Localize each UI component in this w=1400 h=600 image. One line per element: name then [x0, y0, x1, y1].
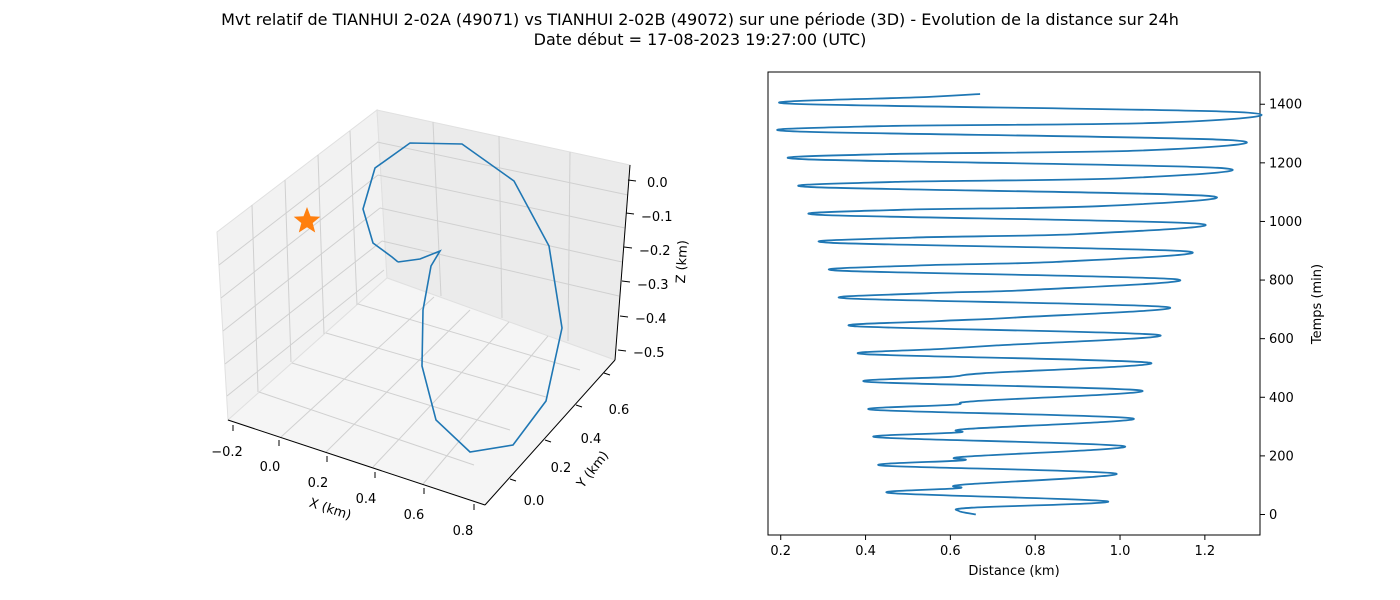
plot-frame: [767, 71, 1261, 536]
star-marker: [293, 207, 321, 233]
y-axis-label-3d: Y (km): [574, 449, 613, 492]
x-tick-label-3d: −0.2: [211, 445, 243, 460]
y-tick-label-3d: 0.0: [524, 494, 545, 509]
plot-3d: −0.2 0.0 0.2 0.4 0.6 0.8 X (km) 0.0 0.2 …: [211, 109, 691, 539]
axes-3d: [227, 164, 631, 506]
y-ticks-2d: 0 200 400 600 800 1000 1200 1400: [1260, 98, 1302, 523]
y-tick-label: 800: [1269, 274, 1294, 289]
z-axis-label-3d: Z (km): [674, 240, 691, 284]
y-tick-label: 200: [1269, 449, 1294, 464]
y-tick-label: 1200: [1269, 156, 1302, 171]
x-tick-label: 1.2: [1195, 544, 1216, 559]
x-ticks-3d: [232, 425, 475, 510]
x-tick-label-3d: 0.0: [260, 460, 281, 475]
z-tick-label-3d: −0.2: [639, 244, 671, 259]
z-tick-label-3d: −0.1: [641, 210, 673, 225]
y-tick-label: 600: [1269, 332, 1294, 347]
y-tick-label: 400: [1269, 391, 1294, 406]
z-tick-label-3d: 0.0: [647, 176, 668, 191]
x-tick-label-3d: 0.8: [453, 524, 474, 539]
trajectory-line: [362, 142, 563, 453]
chart-title: Mvt relatif de TIANHUI 2-02A (49071) vs …: [221, 10, 1179, 29]
y-tick-label: 1000: [1269, 215, 1302, 230]
x-tick-label-3d: 0.6: [404, 508, 425, 523]
y-tick-label-3d: 0.4: [581, 432, 602, 447]
y-tick-label: 0: [1269, 508, 1277, 523]
x-tick-label: 0.8: [1025, 544, 1046, 559]
grid-3d: [218, 121, 629, 485]
y-ticks-3d: [509, 372, 611, 482]
z-tick-label-3d: −0.4: [635, 312, 667, 327]
y-tick-label: 1400: [1269, 98, 1302, 113]
z-tick-label-3d: −0.5: [633, 346, 665, 361]
y-axis-label-2d: Temps (min): [1310, 264, 1325, 345]
x-axis-label-2d: Distance (km): [968, 564, 1059, 579]
y-tick-label-3d: 0.6: [609, 403, 630, 418]
z-ticks-3d: [617, 179, 637, 352]
x-tick-label-3d: 0.2: [308, 476, 329, 491]
x-ticks-2d: 0.2 0.4 0.6 0.8 1.0 1.2: [770, 535, 1215, 559]
x-tick-label: 0.2: [770, 544, 791, 559]
x-tick-label-3d: 0.4: [356, 492, 377, 507]
chart-subtitle: Date début = 17-08-2023 19:27:00 (UTC): [534, 30, 867, 49]
x-tick-label: 0.4: [855, 544, 876, 559]
z-tick-label-3d: −0.3: [637, 278, 669, 293]
x-tick-label: 0.6: [940, 544, 961, 559]
x-axis-label-3d: X (km): [307, 496, 353, 524]
y-tick-label-3d: 0.2: [551, 461, 572, 476]
plot-2d: 0.2 0.4 0.6 0.8 1.0 1.2 0 200 400 600 800 1000 1200…: [767, 71, 1325, 579]
x-tick-label: 1.0: [1110, 544, 1131, 559]
distance-series-line: [776, 93, 1263, 516]
